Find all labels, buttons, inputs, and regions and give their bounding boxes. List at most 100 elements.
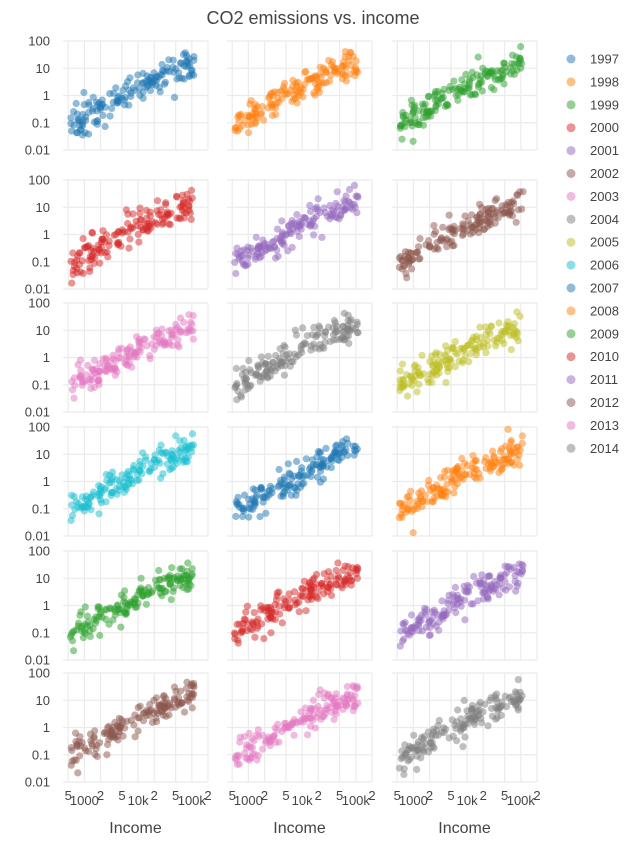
data-point — [316, 478, 325, 486]
points-2005 — [396, 308, 524, 400]
legend-item-1998[interactable]: 1998 — [566, 74, 619, 89]
legend-item-2003[interactable]: 2003 — [566, 189, 619, 204]
data-point — [406, 372, 414, 380]
data-point — [517, 43, 525, 51]
data-point — [424, 93, 432, 101]
data-point — [476, 698, 484, 707]
legend-label: 2009 — [590, 326, 619, 341]
data-point — [453, 718, 461, 726]
data-point — [415, 621, 423, 630]
data-point — [518, 205, 526, 213]
data-point — [118, 229, 126, 237]
facet-panel-2003: 100 10 1 0.1 0.01 — [25, 296, 209, 420]
data-point — [188, 693, 197, 702]
data-point — [181, 571, 189, 580]
data-point — [458, 76, 466, 84]
data-point — [72, 99, 80, 108]
data-point — [158, 325, 166, 333]
data-point — [460, 696, 468, 705]
legend-item-2001[interactable]: 2001 — [566, 143, 619, 158]
data-point — [100, 729, 108, 738]
data-point — [232, 269, 240, 278]
data-point — [333, 441, 341, 449]
legend-item-1999[interactable]: 1999 — [566, 97, 619, 112]
data-point — [443, 466, 451, 474]
points-2012 — [67, 678, 198, 777]
data-point — [474, 597, 482, 605]
data-point — [466, 78, 474, 86]
data-point — [126, 74, 134, 82]
legend-swatch — [566, 352, 576, 362]
data-point — [504, 318, 512, 326]
legend-item-2005[interactable]: 2005 — [566, 235, 619, 250]
legend-label: 2005 — [590, 235, 619, 250]
data-point — [74, 503, 82, 511]
data-point — [501, 692, 509, 700]
data-point — [81, 744, 89, 752]
data-point — [407, 487, 415, 495]
data-point — [119, 86, 127, 94]
data-point — [271, 254, 280, 262]
data-point — [267, 245, 275, 253]
data-point — [175, 694, 183, 702]
data-point — [506, 447, 514, 455]
legend-item-2008[interactable]: 2008 — [566, 303, 619, 318]
data-point — [456, 225, 464, 233]
points-2004 — [231, 309, 362, 404]
legend-item-2004[interactable]: 2004 — [566, 212, 619, 227]
data-point — [418, 733, 426, 742]
data-point — [514, 706, 522, 714]
data-point — [117, 591, 125, 599]
data-point — [159, 219, 167, 227]
data-point — [175, 69, 183, 77]
data-point — [432, 349, 440, 357]
data-point — [282, 357, 290, 365]
data-point — [450, 230, 458, 238]
data-point — [127, 92, 135, 101]
legend-item-2007[interactable]: 2007 — [566, 281, 619, 296]
data-point — [301, 214, 309, 222]
x-tick-label: 5 — [118, 788, 125, 803]
legend-item-2010[interactable]: 2010 — [566, 349, 619, 364]
data-point — [487, 584, 495, 592]
data-point — [321, 706, 329, 714]
data-point — [504, 563, 512, 571]
data-point — [90, 356, 99, 364]
data-point — [353, 563, 361, 572]
legend-item-2013[interactable]: 2013 — [566, 418, 619, 433]
data-point — [280, 86, 288, 94]
data-point — [316, 448, 325, 456]
legend-item-2012[interactable]: 2012 — [566, 395, 619, 410]
data-point — [502, 201, 510, 209]
data-point — [67, 120, 75, 128]
data-point — [278, 619, 286, 627]
data-point — [458, 231, 467, 239]
legend-item-2009[interactable]: 2009 — [566, 326, 619, 341]
data-point — [251, 100, 259, 108]
data-point — [416, 254, 424, 262]
data-point — [180, 708, 189, 716]
data-point — [407, 96, 415, 104]
y-tick-label: 0.1 — [32, 377, 50, 392]
legend-item-2011[interactable]: 2011 — [566, 372, 618, 387]
data-point — [490, 336, 498, 344]
legend-swatch — [566, 375, 576, 385]
data-point — [85, 130, 93, 138]
legend-label: 1998 — [590, 74, 619, 89]
data-point — [130, 721, 138, 729]
legend-item-2014[interactable]: 2014 — [566, 441, 619, 456]
data-point — [285, 222, 293, 230]
legend-item-2000[interactable]: 2000 — [566, 120, 619, 135]
legend-item-1997[interactable]: 1997 — [566, 52, 619, 67]
data-point — [87, 737, 95, 745]
data-point — [76, 733, 84, 741]
data-point — [257, 252, 265, 261]
legend-item-2002[interactable]: 2002 — [566, 166, 619, 181]
legend-item-2006[interactable]: 2006 — [566, 258, 619, 273]
data-point — [271, 601, 279, 609]
data-point — [297, 708, 305, 716]
data-point — [507, 438, 515, 447]
data-point — [431, 92, 439, 100]
data-point — [140, 335, 148, 343]
data-point — [346, 204, 354, 212]
